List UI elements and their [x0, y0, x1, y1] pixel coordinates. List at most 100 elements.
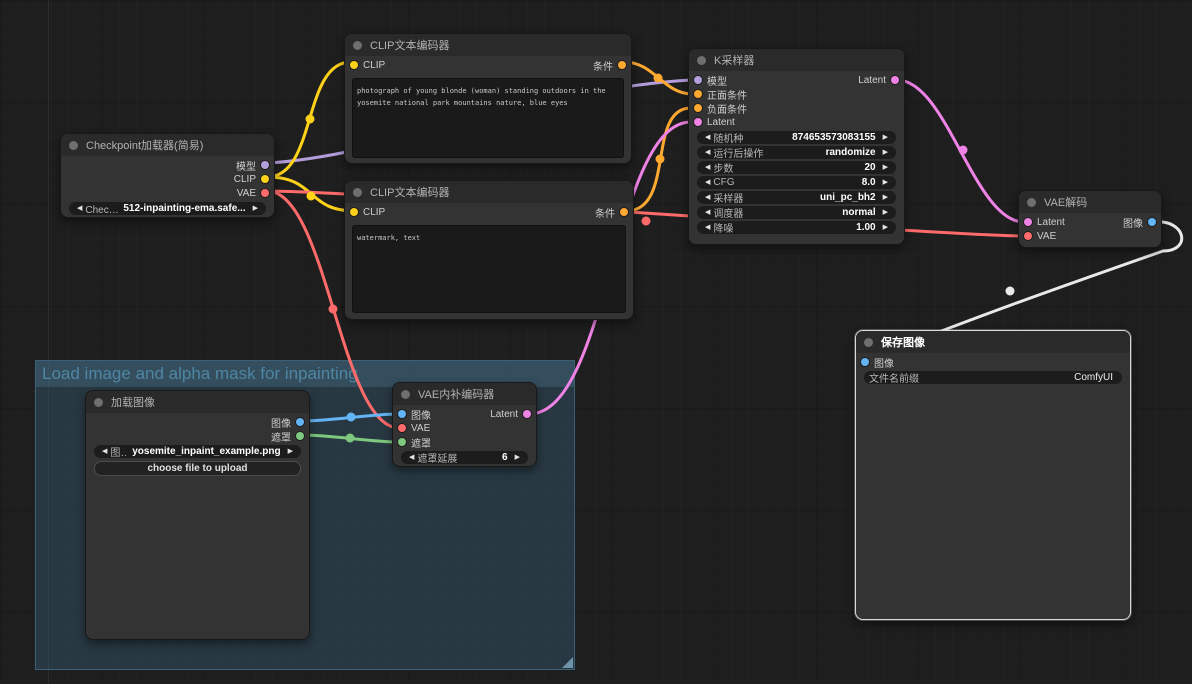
collapse-dot-icon[interactable] — [94, 397, 103, 407]
increment-arrow-icon[interactable]: ▶ — [882, 224, 888, 231]
ckpt-name-widget[interactable]: ◀ Checkpoint名称 512-inpainting-ema.safe..… — [69, 202, 266, 215]
decrement-arrow-icon[interactable]: ◀ — [705, 224, 711, 231]
output-slot-conditioning[interactable] — [618, 61, 626, 69]
collapse-dot-icon[interactable] — [69, 140, 78, 150]
filename-prefix-widget[interactable]: 文件名前缀 ComfyUI — [864, 371, 1122, 384]
decrement-arrow-icon[interactable]: ◀ — [705, 149, 711, 156]
input-slot-clip[interactable] — [350, 61, 358, 69]
node-title-bar[interactable]: 加载图像 — [86, 391, 309, 413]
input-slot-model[interactable] — [694, 76, 702, 84]
node-title: VAE内补编码器 — [418, 389, 495, 401]
input-label-vae: VAE — [411, 422, 431, 434]
seed-widget[interactable]: ◀ 随机种 874653573083155 ▶ — [697, 131, 896, 144]
node-clip-encode-negative[interactable]: CLIP文本编码器 CLIP 条件 watermark, text — [344, 180, 634, 320]
wire-anchor-dot — [1005, 286, 1015, 296]
increment-arrow-icon[interactable]: ▶ — [882, 164, 888, 171]
increment-arrow-icon[interactable]: ▶ — [252, 205, 258, 212]
node-title: 保存图像 — [881, 337, 925, 349]
wire-latent-decode — [895, 78, 1026, 224]
input-slot-mask[interactable] — [398, 438, 406, 446]
input-slot-image[interactable] — [861, 358, 869, 366]
input-slot-vae[interactable] — [1024, 232, 1032, 240]
decrement-arrow-icon[interactable]: ◀ — [705, 209, 711, 216]
input-slot-positive[interactable] — [694, 90, 702, 98]
increment-arrow-icon[interactable]: ▶ — [882, 179, 888, 186]
input-label-model: 模型 — [707, 76, 727, 88]
output-slot-latent[interactable] — [523, 410, 531, 418]
prompt-textarea[interactable]: watermark, text — [352, 225, 626, 313]
steps-widget[interactable]: ◀ 步数 20 ▶ — [697, 161, 896, 174]
decrement-arrow-icon[interactable]: ◀ — [77, 205, 83, 212]
collapse-dot-icon[interactable] — [353, 187, 362, 197]
input-slot-image[interactable] — [398, 410, 406, 418]
node-title-bar[interactable]: CLIP文本编码器 — [345, 34, 631, 56]
node-save-image[interactable]: 保存图像 图像 文件名前缀 ComfyUI — [855, 330, 1131, 620]
group-resize-handle[interactable] — [562, 657, 573, 668]
input-slot-vae[interactable] — [398, 424, 406, 432]
denoise-widget[interactable]: ◀ 降噪 1.00 ▶ — [697, 221, 896, 234]
grow-mask-widget[interactable]: ◀ 遮罩延展 6 ▶ — [401, 451, 528, 464]
choose-file-button[interactable]: choose file to upload — [94, 461, 301, 476]
node-ksampler[interactable]: K采样器 模型 Latent 正面条件 负面条件 Latent ◀ 随机种 87… — [688, 48, 905, 245]
input-slot-latent[interactable] — [1024, 218, 1032, 226]
node-title-bar[interactable]: 保存图像 — [856, 331, 1130, 353]
output-slot-mask[interactable] — [296, 432, 304, 440]
decrement-arrow-icon[interactable]: ◀ — [705, 179, 711, 186]
node-title: CLIP文本编码器 — [370, 40, 450, 52]
input-slot-negative[interactable] — [694, 104, 702, 112]
collapse-dot-icon[interactable] — [864, 337, 873, 347]
node-title: K采样器 — [714, 55, 755, 67]
decrement-arrow-icon[interactable]: ◀ — [705, 164, 711, 171]
output-label-latent: Latent — [490, 408, 518, 420]
increment-arrow-icon[interactable]: ▶ — [514, 454, 520, 461]
node-load-image[interactable]: 加载图像 图像 遮罩 ◀ 图像 yosemite_inpaint_example… — [85, 390, 310, 640]
output-label-image: 图像 — [271, 418, 291, 430]
increment-arrow-icon[interactable]: ▶ — [882, 134, 888, 141]
input-label-clip: CLIP — [363, 59, 386, 71]
output-slot-image[interactable] — [1148, 218, 1156, 226]
collapse-dot-icon[interactable] — [1027, 197, 1036, 207]
collapse-dot-icon[interactable] — [697, 55, 706, 65]
output-slot-image[interactable] — [296, 418, 304, 426]
input-slot-clip[interactable] — [350, 208, 358, 216]
prompt-textarea[interactable]: photograph of young blonde (woman) stand… — [352, 78, 624, 158]
input-slot-latent[interactable] — [694, 118, 702, 126]
input-label-vae: VAE — [1037, 230, 1057, 242]
increment-arrow-icon[interactable]: ▶ — [882, 209, 888, 216]
increment-arrow-icon[interactable]: ▶ — [287, 448, 293, 455]
wire-anchor-dot — [305, 114, 315, 124]
node-title-bar[interactable]: Checkpoint加载器(简易) — [61, 134, 274, 156]
output-slot-clip[interactable] — [261, 175, 269, 183]
collapse-dot-icon[interactable] — [353, 40, 362, 50]
output-label-mask: 遮罩 — [271, 432, 291, 444]
output-slot-conditioning[interactable] — [620, 208, 628, 216]
increment-arrow-icon[interactable]: ▶ — [882, 194, 888, 201]
increment-arrow-icon[interactable]: ▶ — [882, 149, 888, 156]
output-slot-latent[interactable] — [891, 76, 899, 84]
sampler-widget[interactable]: ◀ 采样器 uni_pc_bh2 ▶ — [697, 191, 896, 204]
node-checkpoint-loader[interactable]: Checkpoint加载器(简易) 模型 CLIP VAE ◀ Checkpoi… — [60, 133, 275, 218]
cfg-widget[interactable]: ◀ CFG 8.0 ▶ — [697, 176, 896, 189]
output-slot-model[interactable] — [261, 161, 269, 169]
output-slot-vae[interactable] — [261, 189, 269, 197]
decrement-arrow-icon[interactable]: ◀ — [409, 454, 415, 461]
node-clip-encode-positive[interactable]: CLIP文本编码器 CLIP 条件 photograph of young bl… — [344, 33, 632, 164]
decrement-arrow-icon[interactable]: ◀ — [705, 134, 711, 141]
input-label-positive: 正面条件 — [707, 90, 747, 102]
node-title-bar[interactable]: K采样器 — [689, 49, 904, 71]
output-label-clip: CLIP — [233, 173, 256, 185]
node-vae-encode-inpaint[interactable]: VAE内补编码器 图像 Latent VAE 遮罩 ◀ 遮罩延展 6 ▶ — [392, 382, 537, 467]
wire-clip-negative — [265, 175, 357, 213]
decrement-arrow-icon[interactable]: ◀ — [705, 194, 711, 201]
node-title-bar[interactable]: VAE内补编码器 — [393, 383, 536, 405]
collapse-dot-icon[interactable] — [401, 389, 410, 399]
input-label-image: 图像 — [411, 410, 431, 422]
node-title-bar[interactable]: CLIP文本编码器 — [345, 181, 633, 203]
node-vae-decode[interactable]: VAE解码 Latent 图像 VAE — [1018, 190, 1162, 248]
control-after-generate-widget[interactable]: ◀ 运行后操作 randomize ▶ — [697, 146, 896, 159]
node-title-bar[interactable]: VAE解码 — [1019, 191, 1161, 213]
decrement-arrow-icon[interactable]: ◀ — [102, 448, 108, 455]
image-file-widget[interactable]: ◀ 图像 yosemite_inpaint_example.png ▶ — [94, 445, 301, 458]
scheduler-widget[interactable]: ◀ 调度器 normal ▶ — [697, 206, 896, 219]
